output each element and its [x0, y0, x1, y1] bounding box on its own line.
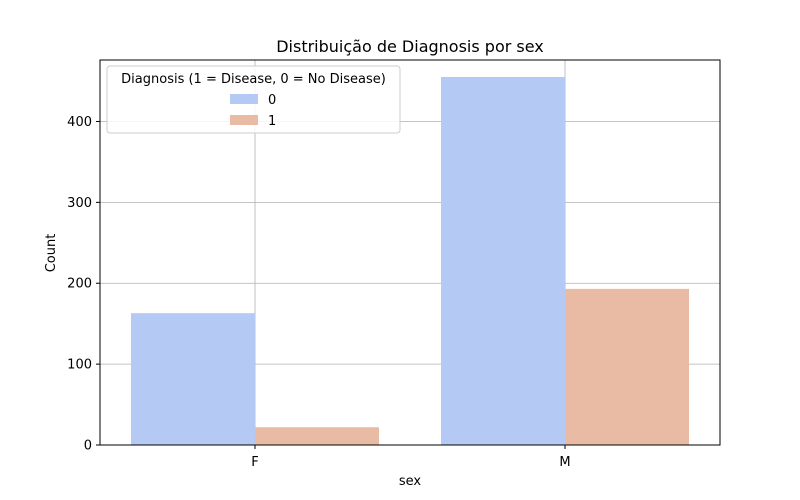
chart-title: Distribuição de Diagnosis por sex [276, 37, 544, 56]
y-tick-label: 0 [84, 439, 92, 454]
axes: 0 100 200 300 400 F M [67, 59, 721, 470]
y-tick-label: 200 [67, 277, 92, 292]
bar-0-F [131, 313, 255, 445]
legend: Diagnosis (1 = Disease, 0 = No Disease) … [106, 65, 401, 134]
plot-frame [99, 59, 721, 446]
x-tick-label: M [559, 455, 570, 470]
legend-label-1: 1 [268, 114, 276, 129]
bar-0-M [441, 76, 565, 445]
legend-title: Diagnosis (1 = Disease, 0 = No Disease) [121, 72, 386, 87]
bar-1-F [255, 427, 379, 445]
y-tick-label: 400 [67, 115, 92, 130]
legend-swatch-0 [230, 94, 258, 104]
legend-swatch-1 [230, 115, 258, 125]
bars [131, 76, 689, 445]
bar-1-M [565, 288, 689, 445]
y-tick-label: 300 [67, 196, 92, 211]
x-axis-label: sex [399, 474, 422, 489]
y-axis-label: Count [44, 234, 59, 273]
x-tick-label: F [251, 455, 258, 470]
legend-label-0: 0 [268, 93, 276, 108]
y-tick-label: 100 [67, 358, 92, 373]
